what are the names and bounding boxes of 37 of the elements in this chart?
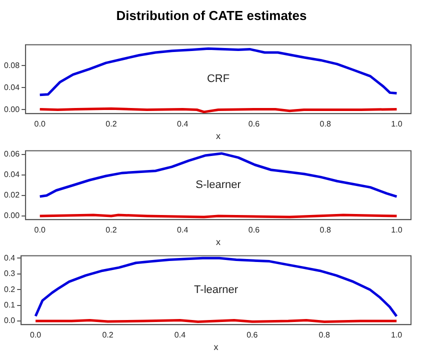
x-tick-label: 0.2 (102, 330, 114, 340)
x-tick-label: 0.4 (177, 226, 189, 235)
x-tick-label: 1.0 (391, 330, 403, 340)
chart-title: Distribution of CATE estimates (115, 8, 308, 23)
x-tick-label: 0.6 (246, 330, 258, 340)
x-tick-label: 0.8 (320, 120, 332, 129)
x-tick-label: 0.6 (248, 226, 260, 235)
y-tick-label: 0.00 (4, 211, 20, 220)
x-tick-label: 0.8 (318, 330, 330, 340)
x-tick-label: 0.2 (106, 120, 118, 129)
annotation: T-learner (194, 284, 238, 296)
y-tick-label: 0.00 (4, 104, 20, 114)
y-tick-label: 0.02 (4, 190, 20, 200)
x-tick-label: 0.0 (34, 226, 46, 235)
x-tick-label: 1.0 (391, 226, 403, 235)
x-axis-title: x (214, 342, 219, 352)
annotation: CRF (206, 73, 230, 86)
x-tick-label: 0.4 (177, 120, 189, 129)
x-tick-label: 0.0 (30, 330, 42, 340)
x-tick-label: 0.2 (106, 226, 118, 235)
x-axis-title: x (216, 237, 222, 248)
y-tick-label: 0.04 (4, 170, 20, 180)
y-tick-label: 0.04 (4, 82, 20, 92)
y-tick-label: 0.08 (4, 60, 20, 70)
y-tick-label: 0.2 (4, 284, 16, 294)
y-tick-label: 0.06 (4, 150, 20, 159)
x-axis-title: x (216, 131, 222, 142)
y-tick-label: 0.3 (4, 269, 16, 278)
annotation: S-learner (196, 179, 242, 192)
x-tick-label: 1.0 (391, 120, 403, 129)
y-tick-label: 0.1 (4, 300, 16, 310)
y-tick-label: 0.0 (4, 316, 16, 326)
y-tick-label: 0.4 (4, 253, 16, 262)
x-tick-label: 0.0 (34, 120, 46, 129)
x-tick-label: 0.4 (174, 330, 186, 340)
x-tick-label: 0.8 (320, 226, 332, 235)
x-tick-label: 0.6 (248, 120, 260, 129)
